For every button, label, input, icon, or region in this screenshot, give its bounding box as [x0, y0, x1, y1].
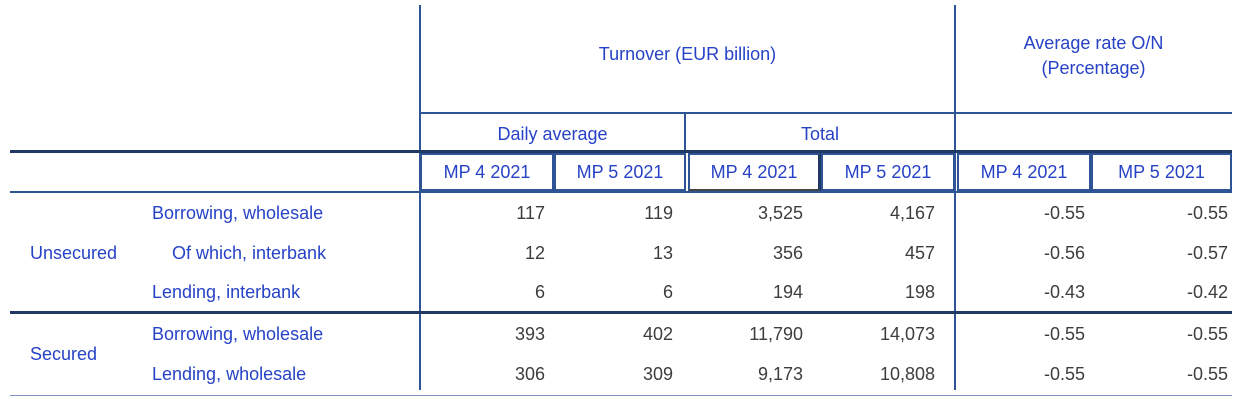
average-rate-header-line1: Average rate O/N	[1023, 33, 1164, 53]
period-header-rate-mp5: MP 5 2021	[1091, 153, 1232, 191]
cell-total-mp4: 194	[772, 282, 803, 302]
cell-rate-mp4: -0.55	[1043, 203, 1085, 223]
row-label: Borrowing, wholesale	[152, 324, 324, 344]
cell-daily-mp5: 402	[642, 324, 673, 344]
row-label: Lending, interbank	[152, 282, 301, 302]
rule-below-period-headers	[10, 191, 1232, 193]
cell-rate-mp4: -0.56	[1043, 243, 1085, 263]
cell-total-mp4: 11,790	[749, 324, 803, 344]
cell-daily-mp4: 117	[516, 203, 545, 223]
cell-rate-mp5: -0.42	[1186, 282, 1228, 302]
average-rate-header-line2: (Percentage)	[1041, 58, 1146, 78]
cell-rate-mp5: -0.55	[1186, 203, 1228, 223]
period-header-total-mp5: MP 5 2021	[821, 153, 955, 191]
turnover-section-header: Turnover (EUR billion)	[598, 44, 777, 64]
cell-rate-mp4: -0.43	[1043, 282, 1085, 302]
cell-rate-mp5: -0.57	[1186, 243, 1228, 263]
cell-daily-mp5: 6	[662, 282, 673, 302]
daily-average-header: Daily average	[497, 124, 608, 144]
divider-labels-turnover	[419, 5, 421, 390]
divider-turnover-rates	[954, 5, 956, 390]
cell-daily-mp4: 393	[514, 324, 545, 344]
cell-total-mp5: 10,808	[879, 364, 935, 384]
cell-daily-mp5: 119	[644, 203, 673, 223]
group-label-unsecured: Unsecured	[30, 243, 118, 263]
group-label-secured: Secured	[30, 344, 98, 364]
cell-total-mp4: 3,525	[757, 203, 803, 223]
cell-daily-mp5: 309	[642, 364, 673, 384]
cell-total-mp5: 457	[904, 243, 935, 263]
cell-total-mp4: 9,173	[757, 364, 803, 384]
cell-rate-mp5: -0.55	[1186, 364, 1228, 384]
cell-total-mp5: 198	[904, 282, 935, 302]
cell-rate-mp5: -0.55	[1186, 324, 1228, 344]
average-rate-section-header: Average rate O/N (Percentage)	[955, 31, 1232, 81]
cell-rate-mp4: -0.55	[1043, 364, 1085, 384]
period-header-daily-mp5: MP 5 2021	[554, 153, 686, 191]
row-label: Of which, interbank	[172, 243, 327, 263]
divider-daily-total	[684, 112, 686, 153]
period-header-daily-mp4: MP 4 2021	[420, 153, 554, 191]
cell-total-mp5: 4,167	[889, 203, 935, 223]
cell-daily-mp4: 6	[534, 282, 545, 302]
period-header-total-mp4: MP 4 2021	[688, 153, 821, 191]
cell-total-mp5: 14,073	[879, 324, 935, 344]
row-label: Lending, wholesale	[152, 364, 307, 384]
period-header-rate-mp4: MP 4 2021	[957, 153, 1091, 191]
cell-daily-mp4: 306	[514, 364, 545, 384]
rule-below-section-headers	[420, 112, 1232, 114]
row-label: Borrowing, wholesale	[152, 203, 324, 223]
cell-daily-mp4: 12	[524, 243, 545, 263]
rule-between-groups	[10, 311, 1232, 314]
rule-above-period-headers	[10, 150, 1232, 153]
cell-rate-mp4: -0.55	[1043, 324, 1085, 344]
total-header: Total	[800, 124, 840, 144]
rule-table-bottom	[10, 395, 1232, 396]
cell-daily-mp5: 13	[652, 243, 673, 263]
cell-total-mp4: 356	[772, 243, 803, 263]
